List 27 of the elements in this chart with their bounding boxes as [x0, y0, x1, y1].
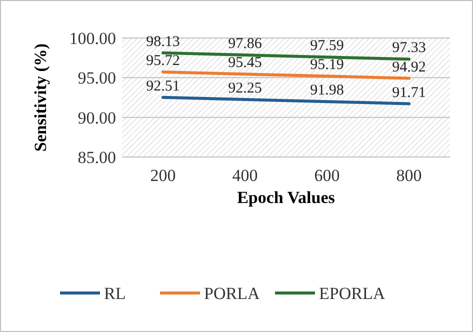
- data-label: 95.45: [228, 55, 262, 72]
- data-label: 91.98: [310, 82, 344, 99]
- legend-label: RL: [104, 284, 126, 303]
- y-tick-label: 95.00: [78, 68, 116, 88]
- x-axis-title: Epoch Values: [237, 188, 336, 207]
- y-tick-label: 85.00: [78, 148, 116, 167]
- y-tick-label: 100.00: [69, 29, 116, 48]
- data-label: 92.51: [146, 78, 180, 94]
- data-label: 97.33: [392, 40, 426, 56]
- x-tick-label: 600: [314, 166, 340, 185]
- data-label: 95.72: [146, 52, 180, 69]
- y-axis-title: Sensitivity (%): [31, 43, 50, 152]
- data-label: 97.59: [310, 38, 344, 54]
- legend-label: PORLA: [204, 284, 260, 303]
- legend-label: EPORLA: [319, 284, 386, 303]
- x-tick-label: 800: [396, 166, 422, 185]
- data-label: 98.13: [146, 34, 180, 50]
- x-tick-label: 400: [232, 166, 258, 185]
- data-label: 95.19: [310, 57, 344, 74]
- data-label: 92.25: [228, 80, 262, 96]
- x-tick-label: 200: [150, 166, 176, 185]
- data-label: 91.71: [392, 84, 426, 101]
- y-tick-label: 90.00: [78, 108, 116, 128]
- line-series: [162, 70, 410, 80]
- data-label: 94.92: [392, 59, 426, 76]
- line-series: [162, 96, 410, 106]
- data-label: 97.86: [228, 36, 262, 52]
